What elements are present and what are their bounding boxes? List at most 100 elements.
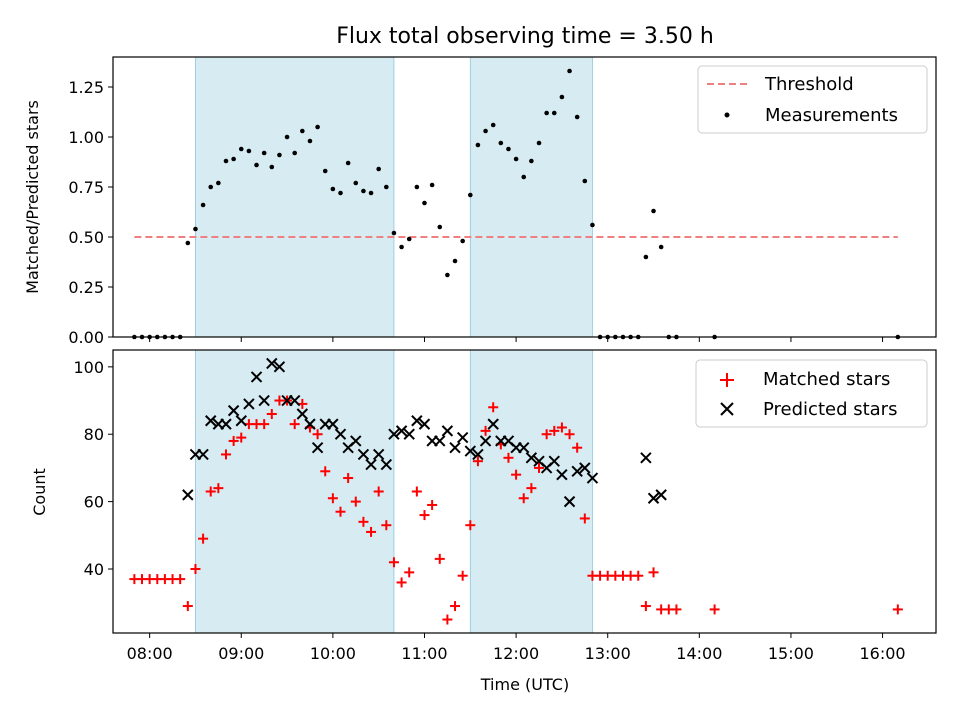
x-tick-label: 11:00 — [401, 644, 447, 663]
measurement-point — [368, 190, 374, 196]
bottom-panel: 40 60 80 100 08:00 09:00 10:00 11:00 12:00 13:00… — [30, 349, 937, 694]
measurement-point — [254, 162, 259, 168]
chart-title: Flux total observing time = 3.50 h — [336, 24, 714, 49]
matched-star-point — [633, 570, 644, 581]
measurement-point — [529, 158, 534, 164]
matched-star-point — [198, 533, 209, 544]
matched-star-point — [442, 614, 453, 625]
predicted-star-point — [563, 495, 576, 508]
x-tick-label: 15:00 — [768, 644, 814, 663]
matched-star-point — [671, 604, 682, 615]
x-tick-label: 16:00 — [860, 644, 906, 663]
predicted-star-point — [227, 404, 240, 417]
measurement-point — [353, 180, 359, 186]
predicted-star-point — [548, 455, 560, 467]
matched-star-point — [327, 493, 338, 504]
predicted-star-point — [525, 452, 538, 464]
bottom-shaded-intervals — [195, 349, 593, 634]
predicted-star-point — [334, 428, 347, 440]
measurement-point — [345, 160, 351, 166]
bottom-legend-box — [695, 359, 928, 428]
bottom-legend: Matched stars Predicted stars — [695, 359, 928, 428]
measurement-point — [315, 124, 320, 130]
measurement-point — [590, 222, 595, 228]
matched-star-points — [129, 395, 903, 625]
measurement-point — [246, 148, 252, 154]
top-x-ticks — [149, 337, 884, 342]
measurement-point — [330, 186, 336, 192]
matched-star-point — [366, 526, 377, 537]
predicted-star-point — [311, 441, 324, 454]
legend-matched-label: Matched stars — [763, 369, 890, 390]
top-y-tick-label: 0.75 — [68, 178, 104, 197]
predicted-star-point — [640, 452, 652, 464]
matched-star-point — [213, 483, 224, 494]
measurement-point — [376, 166, 381, 172]
measurement-point — [284, 134, 290, 140]
matched-star-point — [190, 563, 201, 574]
predicted-star-point — [579, 462, 591, 474]
measurement-point — [231, 156, 236, 162]
predicted-star-point — [655, 489, 667, 501]
top-y-tick-label: 0.50 — [68, 228, 104, 247]
measurement-point — [193, 226, 198, 232]
measurement-point — [292, 150, 298, 156]
predicted-star-point — [586, 472, 599, 484]
matched-star-point — [411, 486, 422, 497]
measurement-point — [490, 122, 496, 128]
measurement-point — [216, 180, 221, 186]
top-y-tick-label: 1.25 — [68, 78, 104, 97]
matched-star-point — [381, 520, 392, 531]
measurement-point — [338, 190, 343, 196]
measurement-point — [208, 184, 214, 190]
predicted-star-point — [273, 361, 286, 373]
legend-matched-swatch — [720, 373, 734, 387]
legend-measurements-swatch — [724, 112, 730, 118]
bottom-y-ticks: 40 60 80 100 — [73, 358, 113, 579]
predicted-star-point — [288, 394, 301, 407]
predicted-star-point — [258, 394, 270, 407]
matched-star-point — [358, 516, 369, 527]
measurement-point — [475, 142, 481, 148]
matched-star-point — [549, 425, 560, 436]
matched-star-point — [579, 513, 590, 524]
measurement-point — [322, 168, 328, 174]
measurement-point — [559, 94, 565, 100]
predicted-star-point — [418, 418, 431, 430]
matched-star-point — [427, 499, 438, 510]
top-y-tick-label: 0.00 — [68, 328, 104, 347]
predicted-star-point — [250, 371, 263, 383]
predicted-star-point — [472, 448, 484, 461]
predicted-star-point — [403, 428, 415, 440]
matched-star-point — [350, 496, 361, 507]
matched-star-point — [205, 486, 216, 497]
matched-star-point — [335, 506, 346, 517]
predicted-star-point — [556, 468, 568, 481]
shaded-interval-1 — [195, 56, 395, 338]
measurement-point — [437, 224, 443, 230]
matched-star-point — [564, 429, 575, 440]
predicted-star-point — [357, 448, 370, 461]
measurement-point — [567, 68, 572, 74]
matched-star-point — [373, 486, 384, 497]
bottom-y-tick-label: 60 — [84, 493, 104, 512]
measurement-point — [460, 238, 465, 244]
measurement-point — [223, 158, 229, 164]
bottom-y-tick-label: 80 — [84, 425, 104, 444]
matched-star-point — [259, 419, 270, 430]
matched-star-point — [419, 510, 430, 521]
measurement-point — [361, 188, 366, 194]
predicted-star-point — [327, 418, 339, 430]
measurement-point — [429, 182, 435, 188]
measurement-point — [238, 146, 244, 152]
matched-star-point — [175, 574, 186, 585]
predicted-star-point — [220, 418, 232, 430]
measurement-point — [445, 272, 450, 278]
predicted-star-point — [182, 489, 194, 501]
predicted-star-point — [388, 428, 400, 440]
measurement-point — [506, 146, 511, 152]
matched-star-point — [572, 442, 583, 453]
matched-star-point — [534, 462, 545, 473]
shaded-interval-2 — [469, 56, 593, 338]
